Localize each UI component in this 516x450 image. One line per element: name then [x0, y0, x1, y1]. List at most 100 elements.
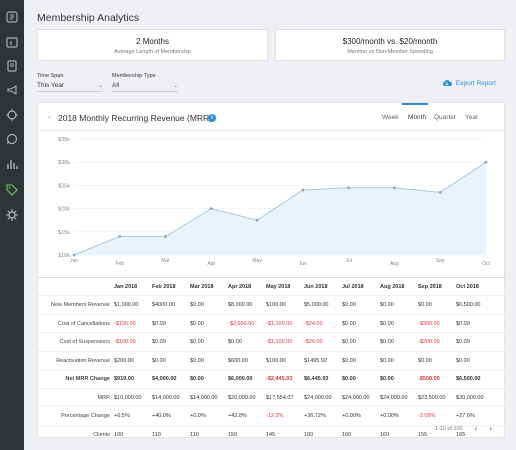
bar-chart-icon[interactable]: [5, 157, 19, 171]
table-cell: $8,000.00: [228, 302, 253, 308]
stat-value: $300/month vs. $20/month: [342, 37, 438, 46]
table-cell: +27.6%: [456, 413, 475, 419]
table-cell: $0.00: [152, 339, 166, 345]
mrr-chart: $10k $15k $20k $25k $30k $35k Jan Feb Mar Apr May J…: [58, 137, 490, 267]
table-cell: $100.00: [266, 357, 286, 364]
table-cell: $4,000.00: [152, 376, 177, 382]
table-row: Cost of Suspensions -$100.00 $0.00 $0.00 $0.…: [38, 332, 506, 350]
table-cell: 110: [190, 431, 199, 438]
column-header: Jun 2018: [304, 284, 328, 290]
table-cell: 110: [152, 431, 161, 438]
column-header: Jul 2018: [342, 284, 364, 290]
table-header-row: Jan 2018 Feb 2018 Mar 2018 Apr 2018 May 2018…: [38, 277, 506, 295]
table-cell: $0.00: [190, 320, 204, 327]
grid-icon[interactable]: [5, 10, 19, 24]
export-report-button[interactable]: Export Report: [442, 79, 496, 87]
table-cell: $0.00: [228, 339, 242, 345]
calendar-icon[interactable]: [5, 35, 19, 49]
data-point[interactable]: [438, 190, 442, 194]
range-tab-month[interactable]: Month: [408, 114, 427, 121]
table-row: Clients 100 110 110 150 145 160 160 160 155 165: [38, 424, 506, 443]
table-cell: $0.00: [342, 302, 356, 308]
column-header: Feb 2018: [152, 284, 176, 290]
x-tick-label: Sep: [436, 258, 445, 264]
gear-icon[interactable]: [5, 208, 19, 222]
column-header: Mar 2018: [190, 284, 214, 290]
table-cell: 100: [114, 431, 124, 438]
table-cell: $6,500.00: [456, 376, 481, 382]
table-cell: 150: [228, 431, 238, 438]
cloud-download-icon: [442, 80, 452, 86]
megaphone-icon[interactable]: [5, 83, 19, 97]
table-cell: $0.00: [342, 376, 356, 382]
table-cell: $0.00: [190, 302, 204, 308]
data-point[interactable]: [347, 186, 351, 190]
range-tab-quarter[interactable]: Quarter: [434, 114, 457, 121]
table-cell: $0.00: [380, 376, 394, 382]
chevron-down-icon: ⌄: [172, 83, 178, 89]
table-cell: $919.00: [114, 376, 134, 382]
chevron-down-icon[interactable]: ⌄: [47, 114, 53, 120]
chevron-left-icon[interactable]: ‹: [474, 424, 478, 433]
table-cell: -$300.00: [418, 320, 440, 327]
table-cell: $24,000.00: [304, 394, 332, 401]
table-cell: 145: [266, 431, 276, 438]
table-cell: $24,000.00: [380, 394, 408, 401]
table-cell: $0.00: [380, 302, 394, 308]
chevron-right-icon[interactable]: ›: [489, 424, 492, 433]
data-point[interactable]: [255, 218, 259, 222]
row-label: Clients: [93, 431, 110, 438]
x-tick-label: Jun: [299, 261, 307, 267]
data-point[interactable]: [301, 188, 305, 192]
x-tick-label: Jul: [345, 258, 351, 264]
data-point[interactable]: [209, 207, 213, 210]
membership-type-label: Membership Type: [112, 73, 156, 79]
chevron-down-icon: ⌄: [97, 83, 103, 89]
mrr-line: [73, 161, 487, 256]
x-tick-label: Oct: [482, 261, 490, 267]
table-cell: $600.00: [228, 357, 248, 364]
chat-icon[interactable]: [5, 132, 19, 146]
row-label: MRR: [97, 394, 110, 401]
tag-icon[interactable]: [5, 183, 19, 197]
export-report-label: Export Report: [455, 79, 496, 87]
data-point[interactable]: [393, 186, 396, 190]
range-tab-week[interactable]: Week: [382, 114, 399, 121]
data-point[interactable]: [72, 253, 76, 257]
x-tick-label: Apr: [207, 261, 215, 267]
table-cell: $0.00: [380, 339, 394, 345]
data-point[interactable]: [118, 235, 122, 238]
table-cell: +6.5%: [114, 413, 130, 419]
membership-type-select[interactable]: All ⌄: [112, 82, 178, 92]
table-cell: $24,000.00: [342, 394, 370, 401]
book-icon[interactable]: [5, 59, 19, 73]
row-label: Cost of Cancellations: [58, 320, 110, 327]
range-tab-year[interactable]: Year: [465, 114, 479, 121]
table-cell: $0.00: [342, 320, 356, 327]
main-content: Membership Analytics 2 Months Average Le…: [24, 0, 516, 450]
table-cell: 160: [304, 431, 314, 438]
x-tick-label: Aug: [390, 261, 399, 267]
time-span-value: This Year: [37, 82, 65, 89]
sidebar: [0, 0, 24, 450]
mrr-area: [74, 162, 486, 255]
table-cell: -$100.00: [114, 339, 136, 345]
y-tick-label: $35k: [58, 137, 70, 143]
table-cell: -$500.00: [418, 376, 440, 382]
row-label: Percentage Change: [61, 413, 110, 419]
table-cell: 160: [380, 431, 390, 438]
table-cell: $0.00: [380, 357, 394, 364]
table-cell: $4000.00: [152, 302, 175, 308]
info-icon[interactable]: i: [208, 114, 216, 122]
target-icon[interactable]: [5, 108, 19, 122]
data-point[interactable]: [164, 235, 167, 238]
table-cell: $0.00: [342, 339, 356, 345]
stat-value: 2 Months: [136, 37, 169, 46]
panel-header: ⌄ 2018 Monthly Recurring Revenue (MRR) i…: [38, 103, 504, 131]
table-cell: $0.00: [190, 339, 204, 345]
data-point[interactable]: [484, 160, 488, 164]
table-cell: 165: [456, 431, 466, 438]
time-span-select[interactable]: This Year ⌄: [37, 82, 103, 92]
table-cell: $0.00: [456, 339, 470, 345]
table-row: New Members Revenue $1,000.00 $4000.00 $0.0…: [38, 295, 506, 313]
